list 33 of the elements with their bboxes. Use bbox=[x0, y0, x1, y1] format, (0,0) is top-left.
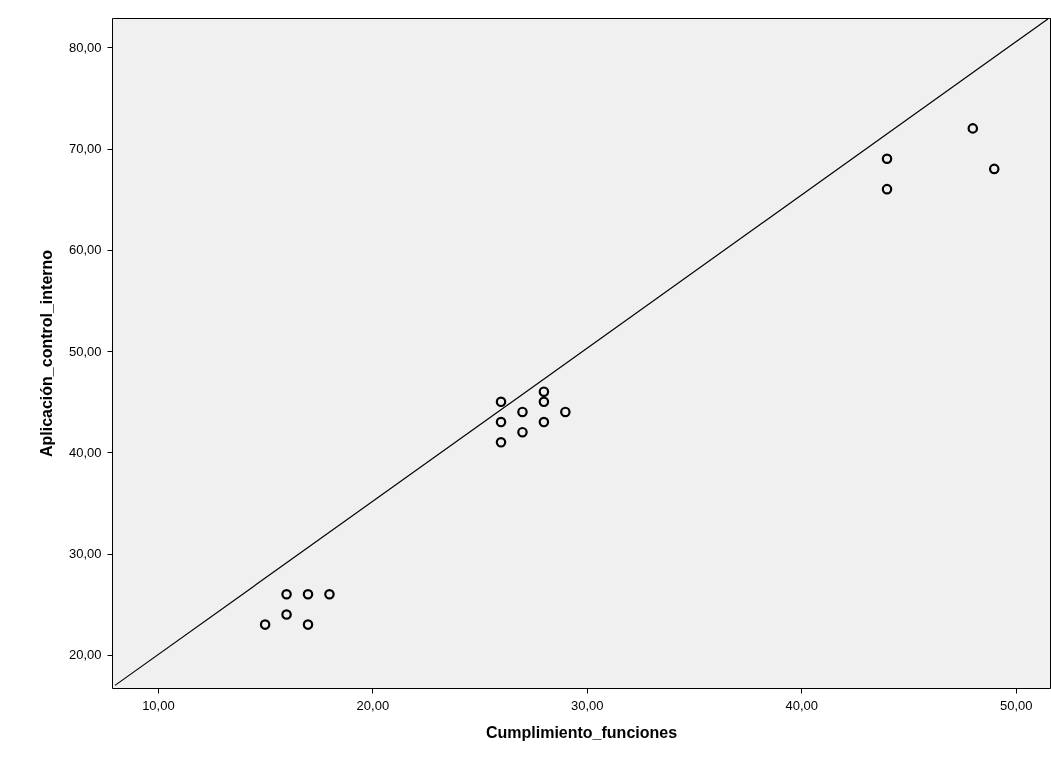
point bbox=[495, 437, 507, 448]
y-tick-label: 80,00 bbox=[68, 39, 102, 55]
y-tick-label: 30,00 bbox=[68, 546, 102, 562]
point bbox=[517, 406, 528, 418]
point bbox=[281, 588, 292, 600]
x-tick-label: 50,00 bbox=[999, 697, 1033, 713]
point bbox=[988, 163, 1000, 175]
point bbox=[281, 609, 292, 620]
point bbox=[302, 588, 314, 600]
x-tick-label: 10,00 bbox=[142, 697, 175, 713]
x-tick-label: 30,00 bbox=[571, 697, 604, 713]
point bbox=[259, 619, 271, 630]
y-tick-label: 60,00 bbox=[68, 242, 102, 258]
point bbox=[517, 426, 528, 438]
point bbox=[495, 396, 507, 408]
y-tick-label: 70,00 bbox=[68, 141, 102, 157]
point bbox=[881, 153, 893, 165]
point bbox=[538, 416, 550, 428]
y-tick-label: 40,00 bbox=[68, 444, 102, 460]
x-tick-label: 20,00 bbox=[356, 697, 390, 713]
y-tick-label: 50,00 bbox=[68, 343, 102, 359]
point bbox=[538, 396, 550, 408]
point bbox=[538, 386, 550, 397]
point bbox=[495, 416, 507, 428]
y-axis-title: Aplicación_control_interno bbox=[37, 249, 55, 458]
point bbox=[881, 183, 893, 195]
point bbox=[302, 619, 314, 630]
point bbox=[324, 588, 335, 600]
x-tick-label: 40,00 bbox=[785, 697, 819, 713]
point bbox=[967, 123, 979, 134]
y-tick-label: 20,00 bbox=[68, 647, 102, 663]
point bbox=[560, 406, 571, 418]
x-axis-title: Cumplimiento_funciones bbox=[485, 723, 678, 741]
